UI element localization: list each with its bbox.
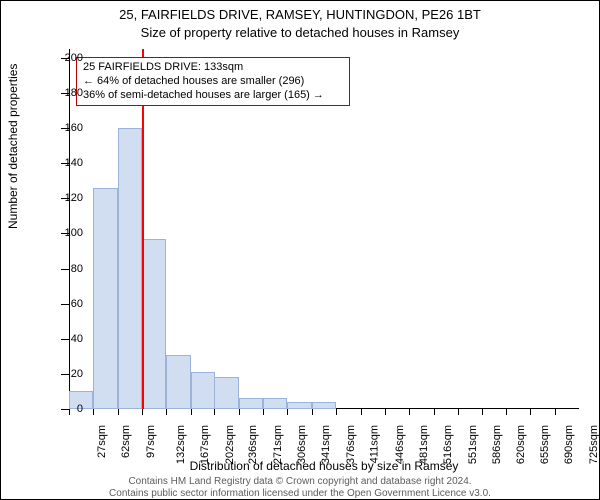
x-tick-label: 97sqm [145,425,157,458]
x-tick [458,409,459,415]
histogram-bar [142,239,166,409]
x-tick-label: 411sqm [369,425,381,463]
y-axis-label: Number of detached properties [6,64,20,229]
x-tick-label: 620sqm [515,425,527,464]
footer-line2: Contains public sector information licen… [1,488,599,499]
x-tick-label: 62sqm [120,425,132,458]
x-tick [361,409,362,415]
x-tick-label: 376sqm [345,425,357,464]
footer-line1: Contains HM Land Registry data © Crown c… [1,476,599,487]
x-tick [482,409,483,415]
histogram-bar [214,377,238,409]
x-tick [409,409,410,415]
y-tick-label: 120 [43,192,83,204]
x-tick-label: 132sqm [175,425,187,464]
y-tick-label: 20 [43,368,83,380]
y-tick-label: 140 [43,157,83,169]
x-tick-label: 551sqm [467,425,479,464]
x-tick-label: 446sqm [394,425,406,464]
chart-title-line2: Size of property relative to detached ho… [1,25,599,40]
chart-title-line1: 25, FAIRFIELDS DRIVE, RAMSEY, HUNTINGDON… [1,7,599,22]
annotation-box: 25 FAIRFIELDS DRIVE: 133sqm ← 64% of det… [76,57,350,106]
x-tick-label: 516sqm [442,425,454,464]
x-tick [166,409,167,415]
y-tick-label: 160 [43,122,83,134]
x-tick-label: 236sqm [248,425,260,464]
chart-frame: 25, FAIRFIELDS DRIVE, RAMSEY, HUNTINGDON… [0,0,600,500]
x-tick [530,409,531,415]
x-tick-label: 27sqm [96,425,108,458]
x-tick [214,409,215,415]
histogram-bar [287,402,311,409]
histogram-bar [118,128,142,409]
x-tick [93,409,94,415]
x-tick [118,409,119,415]
x-tick [385,409,386,415]
x-tick [263,409,264,415]
y-tick-label: 60 [43,298,83,310]
x-tick-label: 306sqm [296,425,308,464]
histogram-bar [239,398,263,409]
histogram-bar [166,355,190,409]
x-tick-label: 725sqm [588,425,600,464]
y-tick-label: 200 [43,52,83,64]
y-tick-label: 80 [43,263,83,275]
annotation-line1: 25 FAIRFIELDS DRIVE: 133sqm [83,61,343,75]
x-tick-label: 341sqm [321,425,333,464]
y-tick-label: 100 [43,227,83,239]
histogram-bar [312,402,336,409]
y-tick-label: 40 [43,333,83,345]
x-tick [191,409,192,415]
x-tick [142,409,143,415]
x-tick [287,409,288,415]
y-tick-label: 0 [43,403,83,415]
y-tick-label: 180 [43,87,83,99]
x-tick-label: 586sqm [491,425,503,464]
x-tick [434,409,435,415]
x-tick [239,409,240,415]
x-tick-label: 655sqm [539,425,551,464]
x-tick [506,409,507,415]
x-tick [312,409,313,415]
x-tick-label: 167sqm [200,425,212,464]
annotation-line2: ← 64% of detached houses are smaller (29… [83,75,343,89]
x-tick [555,409,556,415]
x-tick [336,409,337,415]
histogram-bar [263,398,287,409]
x-tick-label: 481sqm [418,425,430,464]
x-tick-label: 271sqm [272,425,284,464]
x-tick-label: 202sqm [224,425,236,464]
histogram-bar [191,372,215,409]
annotation-line3: 36% of semi-detached houses are larger (… [83,89,343,103]
histogram-bar [93,188,117,409]
x-tick-label: 690sqm [563,425,575,464]
